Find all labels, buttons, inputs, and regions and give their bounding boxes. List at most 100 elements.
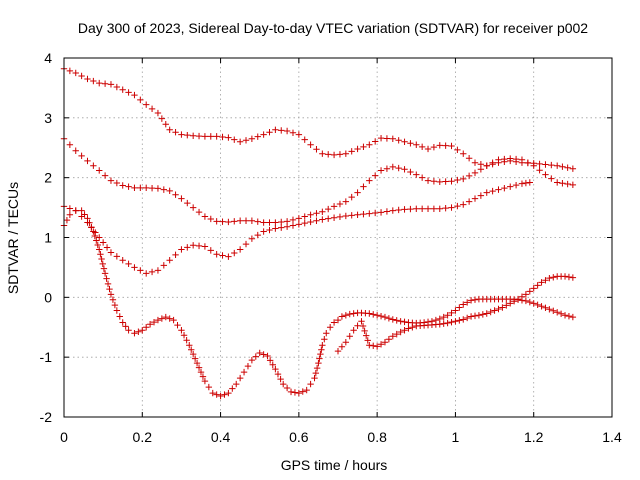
data-point [278,218,285,226]
data-point [383,135,391,142]
data-point [242,240,250,248]
data-point [143,270,150,277]
data-point [256,349,263,357]
data-point [477,192,485,199]
data-point [313,364,321,372]
data-point [90,228,97,235]
data-point [172,128,179,136]
data-point [561,312,569,319]
data-point [569,274,577,281]
data-point [143,324,150,331]
data-point [301,219,308,227]
data-point [295,215,303,222]
data-point [150,318,158,326]
data-point [336,213,344,221]
data-point [104,280,112,288]
data-point [536,166,543,174]
y-tick-label: 0 [44,289,52,305]
data-point [350,327,357,334]
data-point [377,341,385,348]
data-point [430,205,438,212]
data-point [137,96,144,104]
data-point [325,151,332,158]
data-point [107,177,115,184]
data-point [154,316,162,324]
data-point [465,198,473,205]
data-point [512,155,520,163]
data-point [103,275,110,282]
data-point [381,313,389,321]
data-point [418,174,426,181]
data-point [148,105,156,113]
data-point [323,330,330,337]
data-point [381,339,389,346]
y-tick-label: -2 [40,409,53,425]
data-point [460,201,467,208]
data-point [289,222,297,229]
data-point [201,213,209,220]
data-point [471,296,479,303]
data-point [444,312,451,319]
data-point [107,249,115,256]
data-point [272,365,279,373]
data-point [125,327,132,334]
data-point [266,128,273,136]
data-point [84,75,91,83]
data-point [107,291,115,298]
data-point [240,368,248,376]
data-point [287,388,295,396]
data-point [233,380,240,388]
data-point [336,151,344,158]
data-point [424,177,432,184]
data-point [94,241,101,249]
data-point [569,181,577,189]
x-axis-ticks: 0 0.2 0.4 0.6 0.8 1 1.2 1.4 [60,58,622,445]
data-point [407,168,414,176]
data-point [456,317,463,324]
data-point [401,138,408,145]
data-point [510,298,518,305]
data-point [272,219,279,226]
data-point [183,337,190,344]
data-point [554,162,561,169]
grid-lines [64,58,612,417]
data-point [330,214,338,221]
data-point [254,231,261,239]
data-point [162,121,169,128]
data-point [260,351,267,358]
data-point [254,218,261,225]
data-point [413,171,420,178]
data-point [84,215,91,222]
series-2 [60,135,577,226]
data-point [389,163,396,171]
x-tick-label: 1.4 [602,429,622,445]
data-point [213,251,220,258]
data-point [499,304,506,311]
data-point [454,176,461,184]
data-point [199,373,207,380]
data-point [113,253,121,260]
data-point [471,195,479,202]
data-point [72,147,79,154]
data-point [530,162,537,169]
data-point [397,318,404,325]
data-point [66,205,74,212]
data-point [252,353,259,360]
data-point [193,359,201,367]
data-point [467,313,475,320]
data-point [107,81,115,88]
data-point [373,343,381,350]
data-point [307,211,314,218]
data-point [219,252,226,259]
data-point [160,262,168,269]
data-point [269,361,276,368]
data-point [184,199,191,207]
data-point [407,205,414,213]
data-point [393,330,400,338]
data-point [471,169,479,177]
data-point [295,131,303,138]
data-point [242,217,250,224]
data-point [561,273,569,280]
data-point [131,91,138,99]
data-point [313,217,320,224]
